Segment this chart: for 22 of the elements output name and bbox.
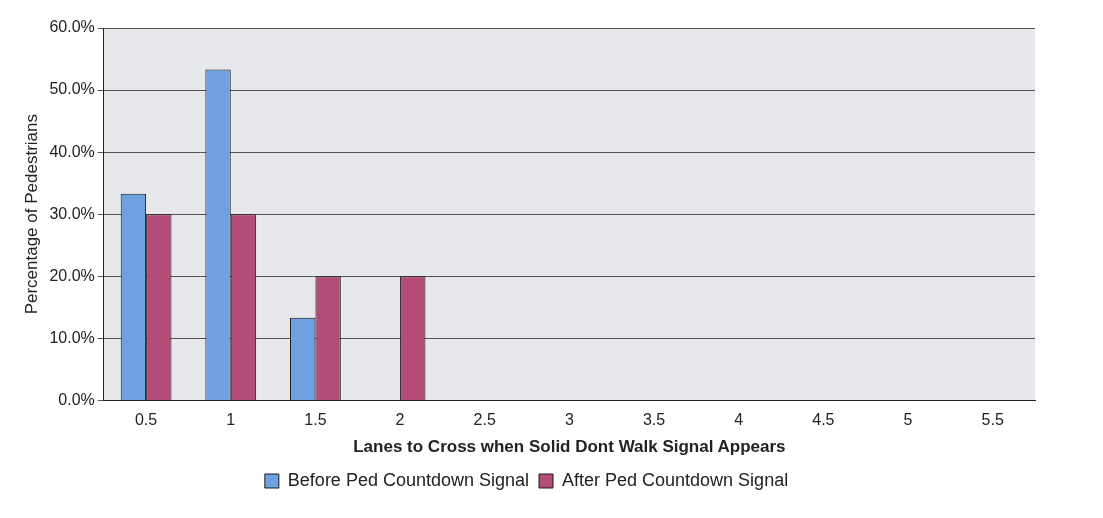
y-tick-label: 30.0% xyxy=(49,204,95,222)
x-axis-title: Lanes to Cross when Solid Dont Walk Signal Appears xyxy=(353,437,786,457)
x-tick-label: 2.5 xyxy=(473,411,496,429)
x-tick-label: 1 xyxy=(226,411,236,429)
x-tick-label: 5.5 xyxy=(981,411,1004,429)
legend-label: After Ped Countdown Signal xyxy=(562,469,789,490)
y-tick-label: 10.0% xyxy=(49,328,95,346)
x-tick-label: 5 xyxy=(903,411,913,429)
y-tick-label: 60.0% xyxy=(49,18,95,36)
y-tick-label: 50.0% xyxy=(49,80,95,98)
y-tick-label: 20.0% xyxy=(49,266,95,284)
x-tick-label: 3 xyxy=(564,411,574,429)
x-tick-label: 1.5 xyxy=(304,411,327,429)
y-tick-label: 40.0% xyxy=(49,142,95,160)
x-tick-label: 2 xyxy=(395,411,405,429)
legend-label: Before Ped Countdown Signal xyxy=(287,469,530,490)
x-tick-label: 4 xyxy=(734,411,744,429)
x-tick-label: 3.5 xyxy=(642,411,666,429)
x-tick-label: 4.5 xyxy=(812,411,835,429)
x-tick-label: 0.5 xyxy=(134,411,158,429)
y-tick-label: 0.0% xyxy=(58,390,95,408)
y-axis-title: Percentage of Pedestrians xyxy=(21,114,41,315)
